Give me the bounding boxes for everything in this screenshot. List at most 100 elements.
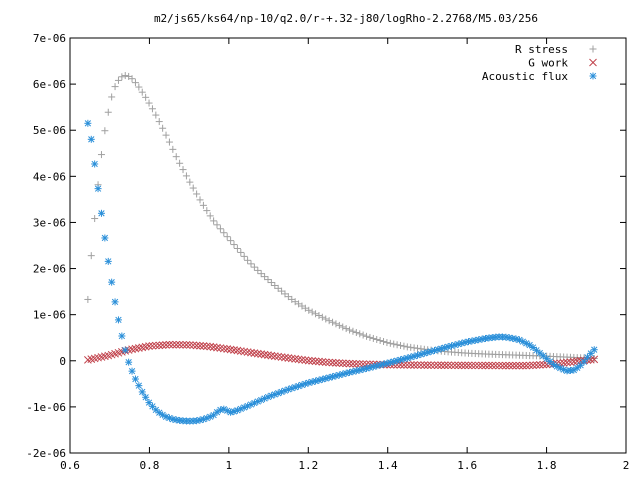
data-point xyxy=(356,330,364,338)
data-point xyxy=(165,138,173,146)
data-point xyxy=(349,359,357,368)
data-point xyxy=(87,252,95,260)
data-point xyxy=(369,334,377,342)
data-point xyxy=(525,361,534,370)
data-point xyxy=(114,316,122,324)
data-point xyxy=(216,225,224,233)
data-point xyxy=(311,357,320,366)
data-point xyxy=(145,99,153,107)
data-point xyxy=(257,350,266,358)
data-point xyxy=(335,359,344,367)
data-point xyxy=(427,361,435,370)
y-tick-label: -2e-06 xyxy=(26,447,66,460)
data-point xyxy=(573,364,581,372)
legend-label: G work xyxy=(528,57,568,70)
data-point xyxy=(301,356,310,365)
data-point xyxy=(566,358,575,366)
y-tick-label: 0 xyxy=(59,355,66,368)
data-point xyxy=(219,344,228,353)
data-point xyxy=(199,415,207,423)
data-point xyxy=(152,111,160,119)
data-point xyxy=(512,361,520,370)
data-point xyxy=(125,358,133,366)
y-tick-label: 5e-06 xyxy=(33,124,66,137)
series-layer xyxy=(84,72,599,425)
data-point xyxy=(97,151,105,159)
data-point xyxy=(346,326,354,334)
data-point xyxy=(104,108,112,116)
data-point xyxy=(559,359,568,367)
y-tick-label: 1e-06 xyxy=(33,309,66,322)
data-point xyxy=(363,364,371,372)
data-point xyxy=(304,356,313,365)
y-tick-label: -1e-06 xyxy=(26,401,66,414)
chart-title: m2/js65/ks64/np-10/q2.0/r-+.32-j80/logRh… xyxy=(154,12,538,25)
data-point xyxy=(413,361,422,369)
data-point xyxy=(376,337,384,345)
data-point xyxy=(108,278,116,286)
data-point xyxy=(121,346,129,354)
data-point xyxy=(502,361,510,370)
data-point xyxy=(383,339,391,347)
data-point xyxy=(261,273,269,281)
data-point xyxy=(328,358,337,367)
data-point xyxy=(287,354,296,363)
y-tick-label: 7e-06 xyxy=(33,32,66,45)
data-point xyxy=(305,306,313,314)
data-point xyxy=(131,375,139,383)
data-point xyxy=(298,355,306,364)
x-tick-label: 1.4 xyxy=(378,459,398,472)
data-point xyxy=(417,361,425,369)
data-point xyxy=(121,72,129,80)
x-tick-label: 1.8 xyxy=(537,459,557,472)
data-point xyxy=(172,340,181,349)
data-point xyxy=(359,331,367,339)
data-point xyxy=(240,252,248,260)
data-point xyxy=(410,361,418,369)
y-tick-label: 2e-06 xyxy=(33,263,66,276)
data-point xyxy=(352,329,360,337)
data-point xyxy=(91,160,99,168)
data-point xyxy=(271,281,279,289)
data-point xyxy=(118,332,126,340)
data-point xyxy=(583,353,591,361)
data-point xyxy=(420,361,429,369)
data-point xyxy=(237,248,245,256)
data-point xyxy=(247,260,255,268)
y-tick-label: 6e-06 xyxy=(33,78,66,91)
data-point xyxy=(590,346,598,354)
data-point xyxy=(196,341,204,350)
data-point xyxy=(345,359,354,368)
data-point xyxy=(179,166,187,174)
data-point xyxy=(230,241,238,249)
data-point xyxy=(505,361,514,370)
data-point xyxy=(495,361,503,370)
data-point xyxy=(213,343,221,352)
data-point xyxy=(539,360,548,369)
data-point xyxy=(284,354,293,362)
data-point xyxy=(206,212,214,220)
data-point xyxy=(101,234,109,242)
data-point xyxy=(260,350,269,359)
data-point xyxy=(138,388,146,396)
data-point xyxy=(451,361,459,370)
x-tick-label: 2 xyxy=(623,459,630,472)
data-point xyxy=(444,361,452,370)
data-point xyxy=(400,361,408,369)
data-point xyxy=(186,178,194,186)
data-point xyxy=(162,131,170,139)
data-point xyxy=(325,374,333,382)
data-point xyxy=(155,341,164,350)
data-point xyxy=(250,263,258,271)
data-point xyxy=(580,358,588,366)
data-point xyxy=(162,341,170,349)
data-point xyxy=(209,343,218,351)
legend-marker xyxy=(589,58,597,67)
data-point xyxy=(471,361,480,370)
x-tick-label: 1 xyxy=(226,459,233,472)
data-point xyxy=(522,361,531,370)
legend-label: R stress xyxy=(515,43,568,56)
data-point xyxy=(322,315,330,323)
data-point xyxy=(366,333,374,341)
data-point xyxy=(202,342,211,351)
